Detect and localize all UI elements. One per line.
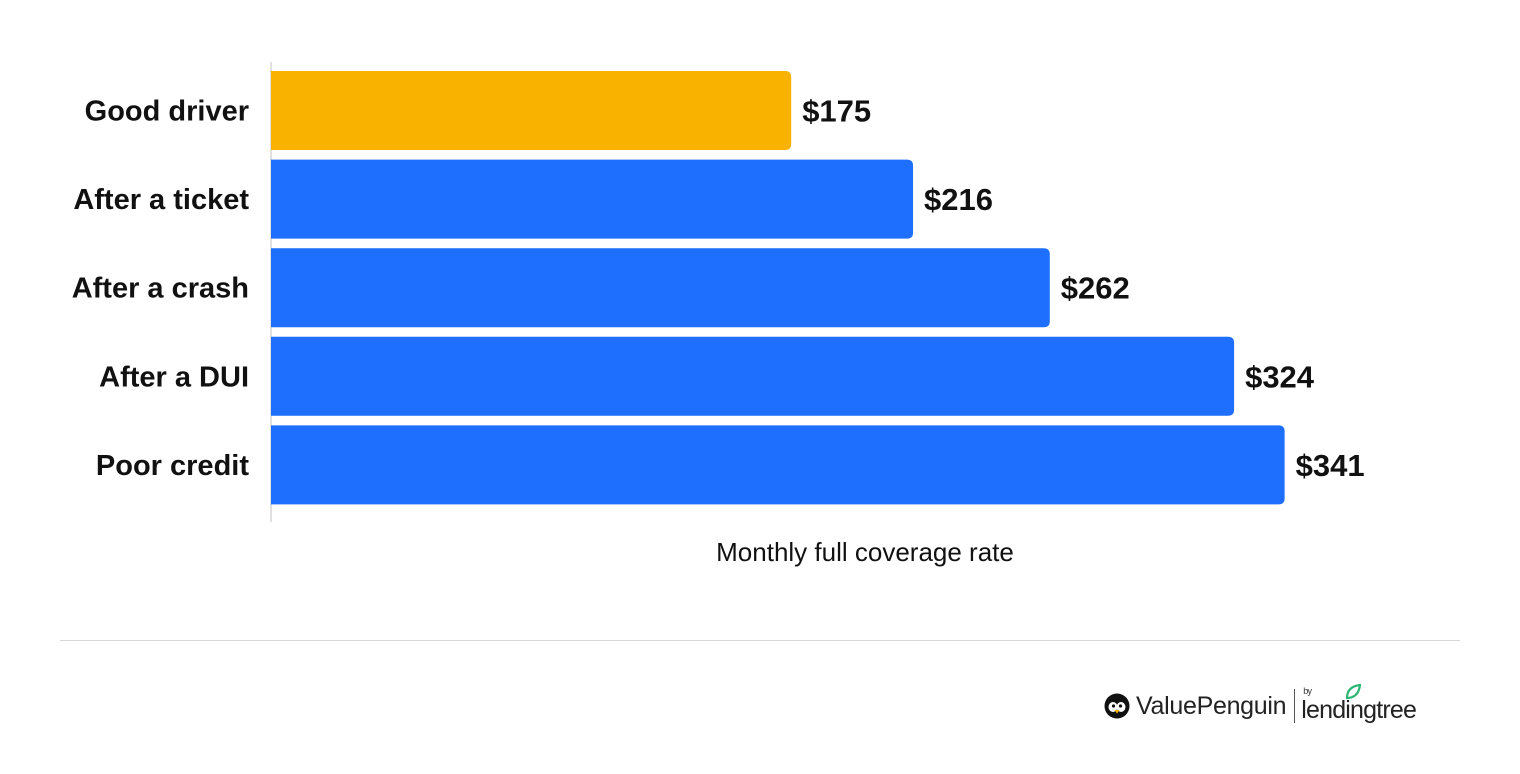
valuepenguin-lendingtree-logo: ValuePenguin by lendingtree [1104, 683, 1417, 728]
partner-name: by lendingtree [1301, 683, 1417, 725]
category-label: After a crash [72, 273, 249, 305]
bar-poor-credit [271, 425, 1285, 505]
bar-chart: Good driver $175 After a ticket $216 After a… [72, 62, 1365, 567]
leaf-icon [1346, 683, 1362, 699]
logo-separator [1294, 689, 1296, 723]
value-label: $262 [1061, 271, 1130, 306]
brand-name: ValuePenguin [1136, 691, 1287, 720]
value-label: $216 [924, 182, 993, 217]
bar-after-a-crash [271, 248, 1050, 328]
bar-after-a-dui [271, 336, 1235, 416]
category-label: Poor credit [96, 450, 249, 482]
by-text: by [1303, 685, 1312, 696]
value-label: $341 [1296, 448, 1365, 483]
category-label: Good driver [85, 96, 249, 128]
bar-good-driver [271, 71, 792, 150]
footer-divider [60, 640, 1460, 641]
category-label: After a ticket [73, 184, 249, 216]
category-label: After a DUI [99, 361, 249, 393]
penguin-icon [1104, 693, 1130, 719]
partner-text: lendingtree [1301, 695, 1417, 724]
value-label: $175 [802, 94, 871, 129]
bar-after-a-ticket [271, 159, 914, 239]
value-label: $324 [1245, 359, 1315, 394]
x-axis-label: Monthly full coverage rate [716, 537, 1014, 567]
